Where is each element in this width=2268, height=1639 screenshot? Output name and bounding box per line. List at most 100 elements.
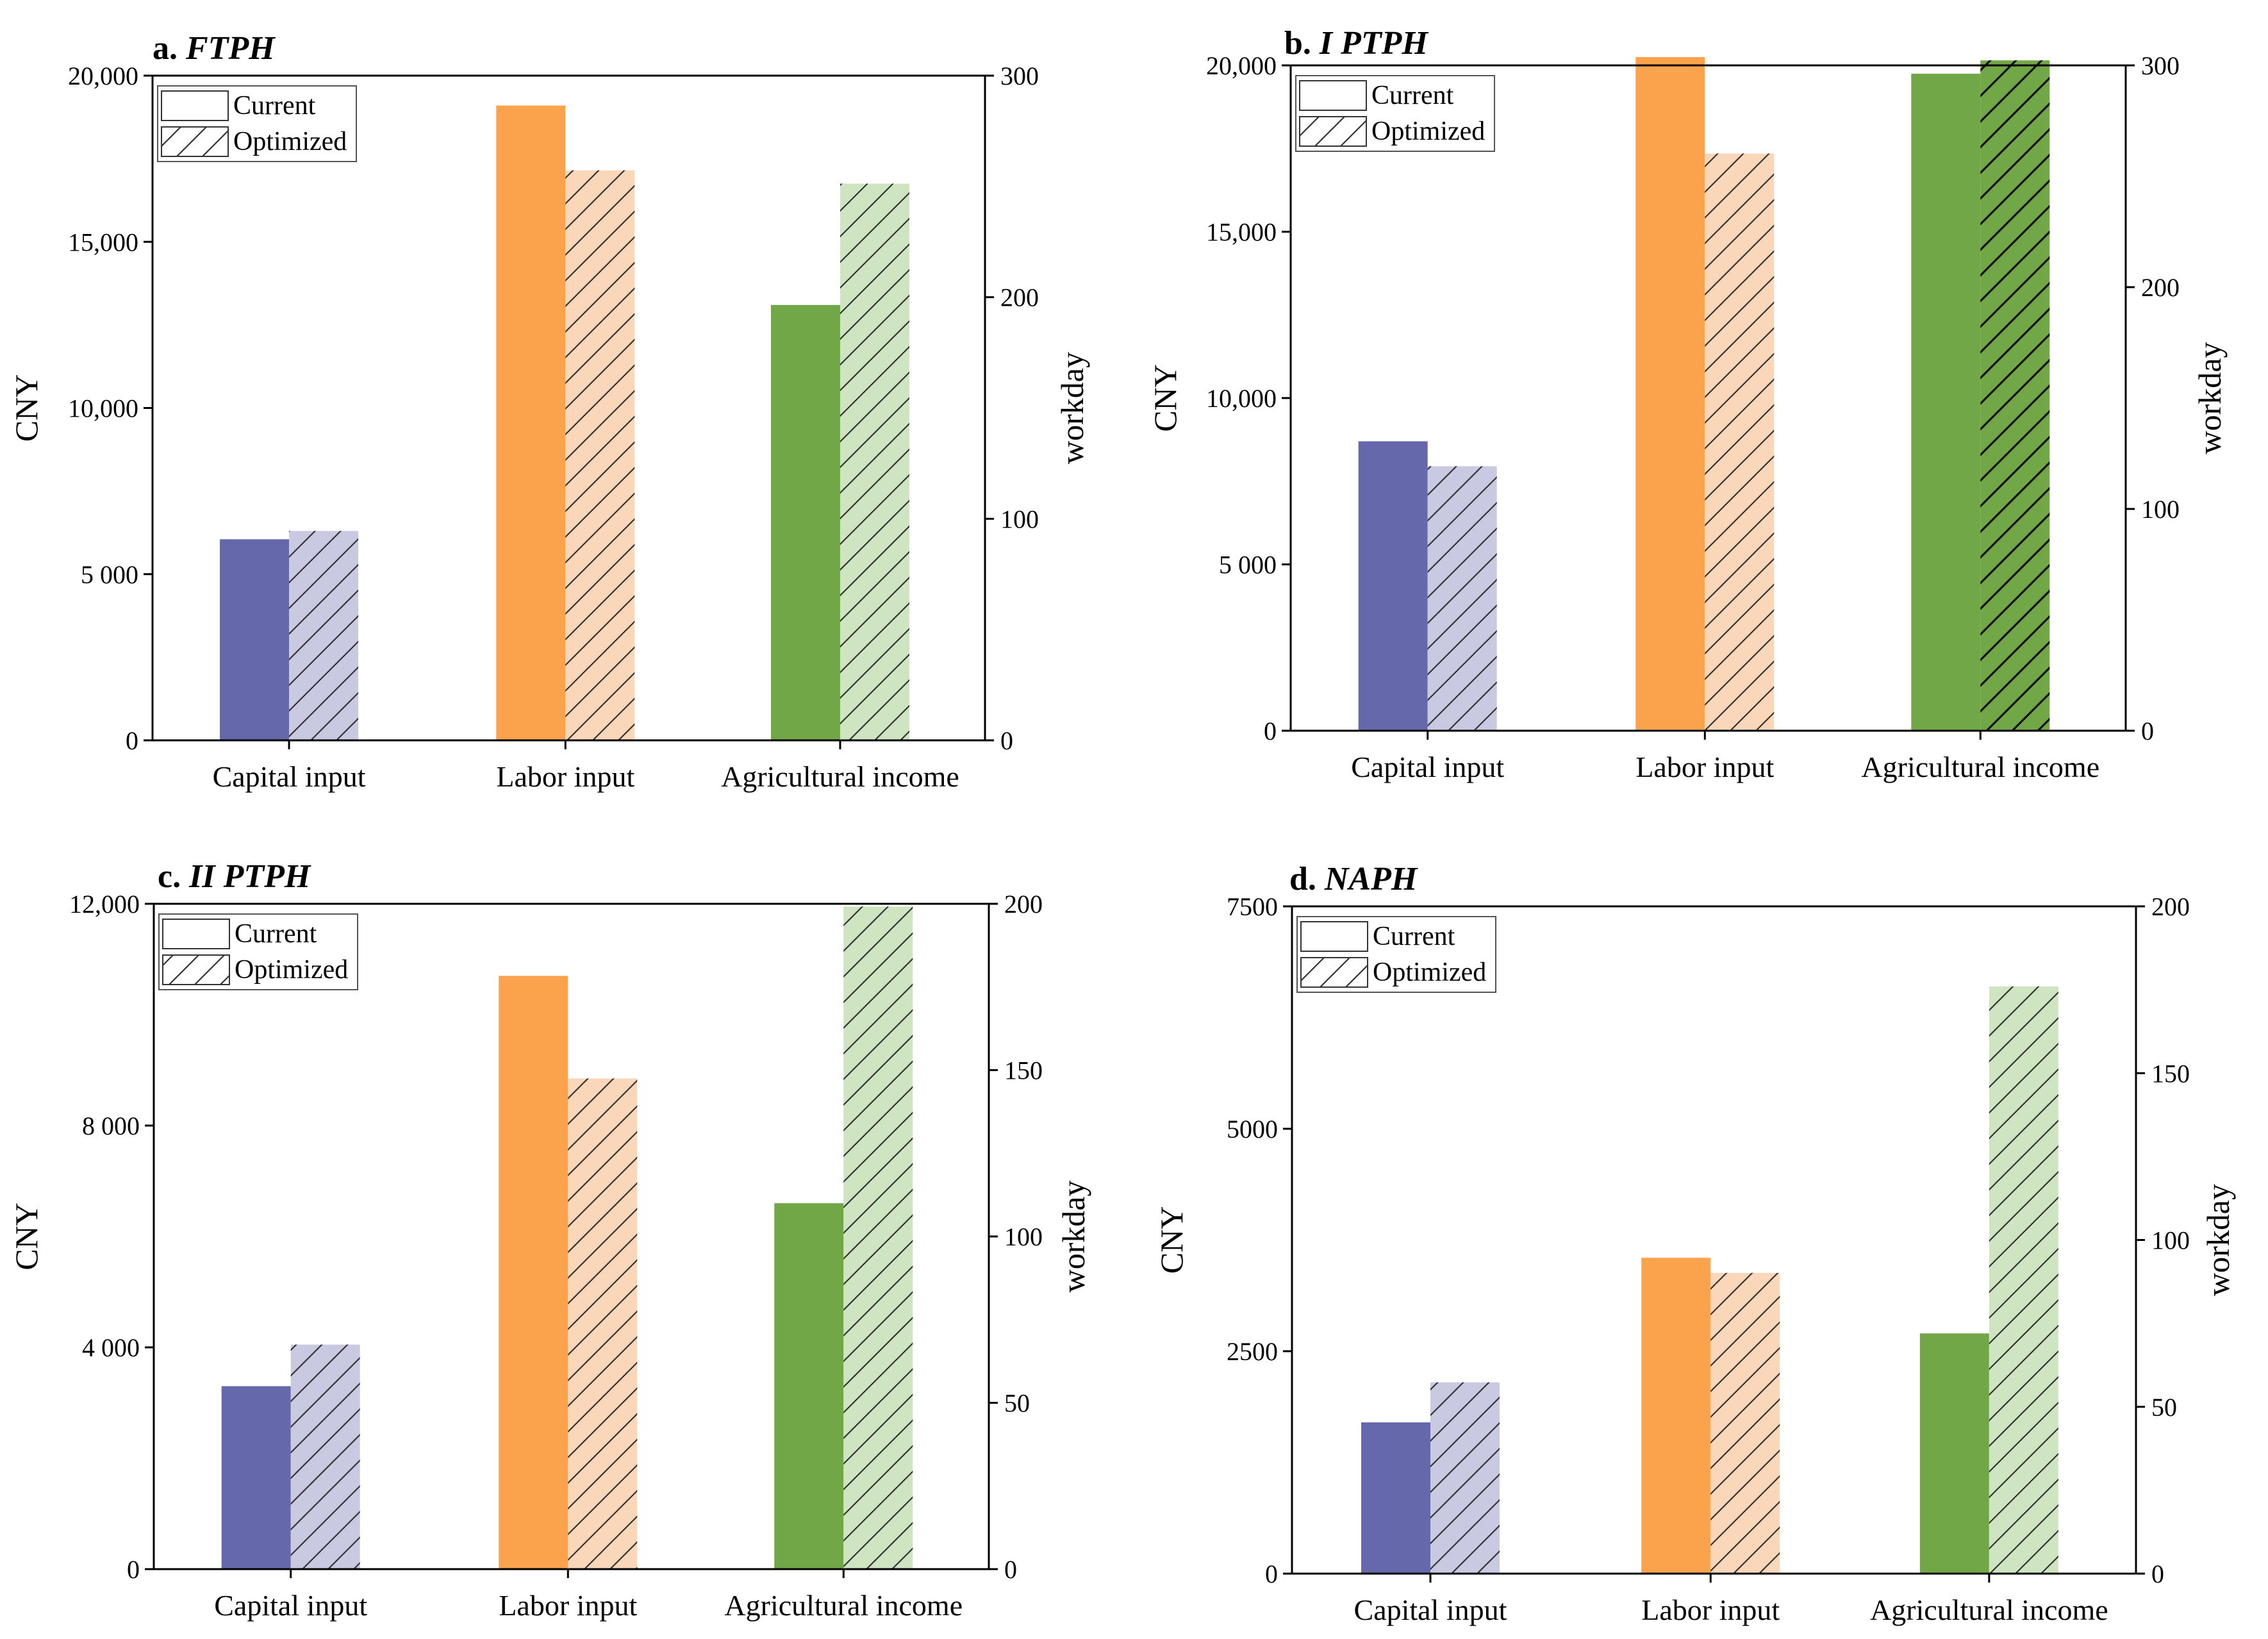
- x-tick-label: Capital input: [213, 760, 366, 793]
- y-tick-label: 20,000: [1206, 51, 1277, 80]
- bar-optimized-hatch-labor: [568, 1078, 638, 1569]
- x-tick-label: Agricultural income: [721, 760, 959, 793]
- y2-tick-label: 50: [1004, 1389, 1030, 1418]
- y2-tick-label: 100: [2141, 495, 2180, 524]
- bar-optimized-hatch-labor: [565, 170, 635, 741]
- y2-tick-label: 300: [1000, 62, 1039, 90]
- legend-swatch-current: [1299, 80, 1367, 111]
- panel-title-name: NAPH: [1324, 861, 1418, 897]
- y-tick-label: 8 000: [82, 1111, 140, 1140]
- legend-swatch-optimized: [1300, 957, 1368, 988]
- y-axis-label: CNY: [1154, 1206, 1189, 1274]
- legend-swatch-current: [1300, 921, 1368, 952]
- x-tick-label: Agricultural income: [1870, 1593, 2108, 1626]
- y-tick-label: 4 000: [82, 1333, 140, 1362]
- bar-current-labor: [1641, 1258, 1711, 1574]
- panel-label: c.: [158, 858, 189, 895]
- bar-optimized-hatch-income: [1989, 986, 2058, 1574]
- y-tick-label: 7500: [1227, 892, 1278, 921]
- bar-current-labor: [499, 976, 568, 1569]
- panel-b-i-ptph: b. I PTPH Capital input Labor input Agricul…: [1147, 25, 2228, 783]
- y-tick-label: 10,000: [1206, 384, 1277, 413]
- y-tick-label: 0: [1264, 717, 1277, 745]
- x-tick-label: Capital input: [214, 1589, 367, 1622]
- legend-swatch-optimized: [162, 954, 230, 985]
- bar-current-income: [770, 304, 840, 740]
- bar-current-capital: [1361, 1422, 1430, 1574]
- legend-swatch-optimized: [1299, 116, 1367, 147]
- y-tick-label: 5000: [1227, 1115, 1278, 1144]
- y2-axis-label: workday: [1055, 1181, 1091, 1293]
- panel-title: d. NAPH: [1289, 861, 1418, 897]
- y2-tick-label: 0: [1004, 1555, 1017, 1584]
- y2-axis-label: workday: [2200, 1184, 2236, 1296]
- legend-label-current: Current: [235, 919, 317, 949]
- y2-tick-label: 200: [1000, 283, 1039, 312]
- y2-tick-label: 200: [2141, 273, 2180, 302]
- bar-optimized-hatch-capital: [1430, 1382, 1500, 1574]
- panel-title: a. FTPH: [153, 30, 276, 67]
- legend-swatch-current: [162, 919, 230, 949]
- y-tick-label: 5 000: [81, 560, 138, 589]
- x-tick-label: Capital input: [1354, 1593, 1507, 1626]
- y-axis-label: CNY: [8, 1202, 44, 1270]
- y-tick-label: 10,000: [68, 394, 138, 423]
- y2-tick-label: 100: [1000, 504, 1039, 533]
- y2-axis-label: workday: [1054, 352, 1090, 464]
- y2-tick-label: 200: [1004, 890, 1043, 919]
- y-tick-label: 5 000: [1219, 551, 1277, 579]
- y-tick-label: 20,000: [68, 62, 138, 90]
- x-tick-label: Labor input: [496, 760, 634, 793]
- bar-current-labor: [1635, 57, 1705, 731]
- panel-title: b. I PTPH: [1284, 25, 1428, 62]
- legend-label-optimized: Optimized: [1373, 958, 1486, 987]
- bar-optimized-hatch-income: [843, 906, 913, 1569]
- bar-optimized-hatch-capital: [1427, 466, 1497, 731]
- x-tick-label: Capital input: [1351, 751, 1504, 783]
- bar-current-capital: [221, 1386, 291, 1569]
- panel-title-name: II PTPH: [188, 858, 311, 895]
- legend-swatch-current: [161, 90, 229, 121]
- legend-label-optimized: Optimized: [233, 127, 347, 156]
- bar-current-income: [1911, 73, 1981, 731]
- y-tick-label: 12,000: [69, 890, 140, 919]
- y2-tick-label: 50: [2151, 1393, 2177, 1422]
- y-tick-label: 0: [127, 1555, 140, 1584]
- y2-tick-label: 300: [2141, 51, 2180, 80]
- y2-tick-label: 100: [2151, 1226, 2190, 1255]
- x-tick-label: Labor input: [1641, 1593, 1780, 1626]
- legend-label-current: Current: [233, 91, 316, 121]
- bar-current-labor: [496, 105, 566, 741]
- panel-title-name: FTPH: [185, 30, 276, 67]
- x-tick-label: Agricultural income: [1861, 751, 2099, 783]
- bar-current-income: [1919, 1333, 1989, 1574]
- panel-label: b.: [1284, 25, 1320, 62]
- bar-current-capital: [220, 539, 290, 740]
- legend-label-current: Current: [1373, 922, 1455, 951]
- y-tick-label: 2500: [1227, 1337, 1278, 1366]
- x-tick-label: Labor input: [499, 1589, 637, 1622]
- y-axis-label: CNY: [1147, 364, 1183, 432]
- y2-tick-label: 0: [1000, 726, 1013, 755]
- panel-title: c. II PTPH: [158, 858, 311, 895]
- y-tick-label: 15,000: [1206, 218, 1277, 247]
- y2-tick-label: 0: [2141, 717, 2154, 745]
- panel-d-naph: d. NAPH Capital input Labor input Agricultu…: [1154, 861, 2236, 1626]
- x-tick-label: Labor input: [1635, 751, 1774, 783]
- y2-axis-label: workday: [2192, 342, 2228, 454]
- y2-tick-label: 100: [1004, 1222, 1043, 1251]
- y2-tick-label: 200: [2151, 892, 2190, 921]
- y-tick-label: 0: [1265, 1560, 1278, 1588]
- panel-title-name: I PTPH: [1319, 25, 1429, 62]
- y2-tick-label: 0: [2151, 1560, 2164, 1588]
- y-tick-label: 0: [126, 726, 138, 755]
- panel-label: d.: [1289, 861, 1325, 897]
- bar-optimized-hatch-labor: [1705, 153, 1775, 731]
- bar-current-capital: [1358, 441, 1428, 731]
- panel-a-ftph: a. FTPH Capital input Labor input Agricultu…: [8, 30, 1090, 793]
- legend-label-optimized: Optimized: [235, 955, 348, 985]
- bar-optimized-hatch-income: [840, 183, 909, 740]
- bar-optimized-hatch-capital: [289, 531, 359, 740]
- legend-label-current: Current: [1371, 81, 1454, 110]
